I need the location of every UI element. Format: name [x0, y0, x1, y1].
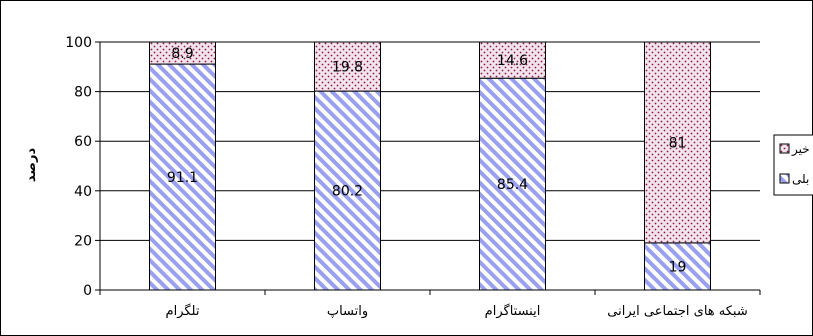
- data-label: 14.6: [497, 53, 528, 69]
- y-axis-title: درصد: [24, 148, 39, 183]
- bar-segment: [479, 77, 546, 291]
- y-tick-label: 80: [74, 85, 92, 101]
- legend-label: بلی: [792, 172, 809, 186]
- data-label: 85.4: [497, 177, 528, 193]
- y-tick-label: 60: [74, 134, 92, 150]
- data-label: 8.9: [171, 46, 193, 62]
- bars: [149, 41, 711, 291]
- bar-segment: [479, 41, 546, 79]
- data-labels: 91.1 8.9 80.2 19.8 85.4 14.6 19 81: [167, 46, 687, 275]
- legend-swatch: [779, 173, 790, 184]
- legend: خیر بلی: [773, 134, 813, 196]
- legend-swatch: [779, 143, 790, 154]
- x-tick-label: شبکه های اجتماعی ایرانی: [607, 304, 747, 319]
- x-tick-label: تلگرام: [166, 303, 200, 319]
- data-label: 19: [669, 259, 687, 275]
- legend-label: خیر: [791, 142, 810, 157]
- x-tick-label: اینستاگرام: [485, 303, 541, 319]
- y-tick-label: 0: [83, 283, 92, 299]
- data-label: 81: [669, 135, 687, 151]
- bar-segment: [314, 41, 381, 92]
- data-label: 91.1: [167, 170, 198, 186]
- bar-segment: [314, 90, 381, 291]
- axes: 0 20 40 60 80 100 تلگرام واتساپ اینستاگرام شبکه ه…: [65, 35, 761, 319]
- y-tick-label: 100: [65, 35, 92, 51]
- y-tick-label: 40: [74, 184, 92, 200]
- y-tick-label: 20: [74, 233, 92, 249]
- x-tick-label: واتساپ: [327, 304, 368, 319]
- bar-segment: [149, 41, 216, 65]
- bar-segment: [644, 41, 711, 244]
- data-label: 19.8: [332, 60, 363, 76]
- data-label: 80.2: [332, 184, 363, 200]
